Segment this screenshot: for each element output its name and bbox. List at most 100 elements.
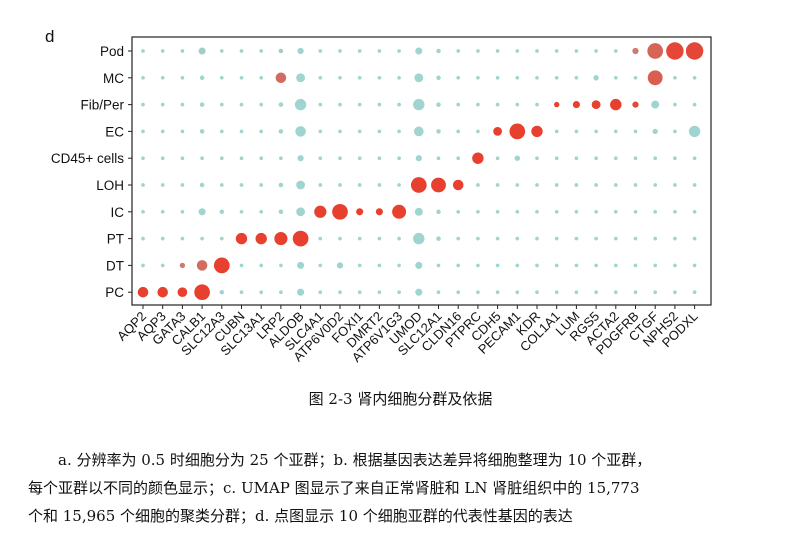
dot xyxy=(219,49,224,53)
dot xyxy=(392,204,407,219)
dot xyxy=(535,209,539,214)
dot xyxy=(318,75,323,80)
dot xyxy=(199,129,205,134)
dot xyxy=(594,49,598,53)
dot xyxy=(692,183,697,187)
dot xyxy=(318,102,323,107)
dot xyxy=(692,102,697,107)
dot xyxy=(613,209,618,214)
dot xyxy=(436,48,441,54)
dot xyxy=(593,75,599,81)
dot xyxy=(531,125,543,138)
dot xyxy=(594,129,598,134)
dot xyxy=(338,75,342,80)
dot xyxy=(653,236,658,241)
dot xyxy=(673,75,677,80)
dot xyxy=(160,209,165,214)
dot xyxy=(297,288,305,296)
dot xyxy=(180,156,185,161)
dot xyxy=(456,156,461,161)
dot xyxy=(554,75,559,80)
dot xyxy=(279,263,283,268)
dot xyxy=(495,156,500,161)
dot xyxy=(413,98,425,111)
row-label: MC xyxy=(103,71,124,86)
dot xyxy=(653,156,658,161)
dot xyxy=(377,49,382,53)
dot xyxy=(594,209,598,214)
dot xyxy=(476,49,480,53)
dot xyxy=(278,209,284,215)
dot xyxy=(574,290,579,295)
dot xyxy=(554,209,559,214)
dot xyxy=(415,47,423,55)
dot xyxy=(219,236,224,241)
dot-plot-figure: d Pod MC Fib/Per EC CD45+ cells LOH IC PT DT PC A… xyxy=(45,27,712,365)
dot xyxy=(357,49,362,53)
dot xyxy=(357,236,362,241)
dot xyxy=(377,183,382,187)
dot xyxy=(633,290,638,295)
dot xyxy=(297,261,305,269)
dot xyxy=(495,290,500,295)
dot xyxy=(554,129,559,134)
dot xyxy=(574,156,579,161)
dot xyxy=(179,262,186,269)
dot xyxy=(594,290,598,295)
dot xyxy=(653,183,658,187)
dot xyxy=(259,263,264,268)
paragraph-line-1: a. 分辨率为 0.5 时细胞分为 25 个亚群；b. 根据基因表达差异将细胞整… xyxy=(58,451,652,469)
dot xyxy=(278,48,284,54)
dot xyxy=(495,102,500,107)
dot xyxy=(574,209,579,214)
row-labels: Pod MC Fib/Per EC CD45+ cells LOH IC PT DT PC xyxy=(51,44,125,300)
dot xyxy=(213,257,230,274)
dot xyxy=(591,100,601,110)
dot xyxy=(515,75,520,80)
dot xyxy=(338,129,342,134)
dot xyxy=(495,183,500,187)
dot xyxy=(199,182,205,188)
dot xyxy=(476,263,480,268)
dot xyxy=(338,49,342,53)
dot xyxy=(535,75,539,80)
dot xyxy=(456,102,461,107)
dot xyxy=(515,102,520,107)
dot xyxy=(572,101,580,109)
dot xyxy=(259,209,264,214)
dot xyxy=(535,156,539,161)
dot xyxy=(476,236,480,241)
dot xyxy=(594,183,598,187)
dot xyxy=(456,49,461,53)
dot xyxy=(452,179,464,191)
dot xyxy=(141,236,145,241)
plot-frame xyxy=(131,36,712,306)
dot xyxy=(397,263,401,268)
dot xyxy=(692,156,697,161)
dot xyxy=(456,236,461,241)
dot xyxy=(633,75,638,80)
dot xyxy=(515,290,520,295)
dot xyxy=(495,236,500,241)
row-ticks xyxy=(128,50,132,293)
dot xyxy=(688,125,701,138)
dot xyxy=(610,98,622,111)
dot xyxy=(219,102,224,107)
paragraph-line-3: 个和 15,965 个细胞的聚类分群；d. 点图显示 10 个细胞亚群的代表性基… xyxy=(28,507,573,525)
dot xyxy=(397,102,401,107)
dot xyxy=(219,183,224,187)
dot xyxy=(613,183,618,187)
dot xyxy=(397,75,401,80)
row-label: DT xyxy=(106,258,124,273)
dot xyxy=(180,49,185,53)
dot xyxy=(554,101,560,108)
dot xyxy=(318,263,323,268)
dot xyxy=(296,207,306,217)
dot xyxy=(476,209,480,214)
dot xyxy=(338,290,342,295)
dot xyxy=(633,156,638,161)
panel-label: d xyxy=(45,27,54,46)
dot xyxy=(219,209,225,215)
row-label: Pod xyxy=(100,44,124,59)
dot xyxy=(279,156,283,161)
